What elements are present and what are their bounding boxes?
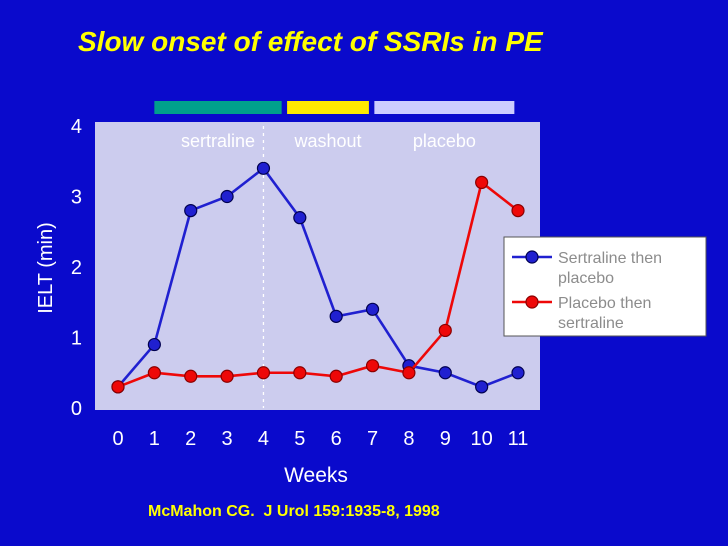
data-point xyxy=(256,366,271,380)
phase-bar-placebo xyxy=(374,101,515,114)
data-point xyxy=(220,189,234,204)
y-tick-label: 3 xyxy=(71,187,82,209)
x-tick-label: 4 xyxy=(258,428,269,450)
data-point xyxy=(293,211,307,225)
data-point xyxy=(365,359,380,373)
x-tick-label: 5 xyxy=(294,428,305,450)
data-point xyxy=(402,366,416,380)
data-point xyxy=(184,369,198,383)
x-tick-label: 8 xyxy=(403,428,414,450)
page-title: Slow onset of effect of SSRIs in PE xyxy=(78,26,543,57)
data-point xyxy=(111,380,125,394)
phase-label-placebo: placebo xyxy=(413,131,476,151)
legend-label: placebo xyxy=(558,270,614,287)
y-tick-label: 1 xyxy=(71,328,82,350)
phase-bar-sertraline xyxy=(154,101,282,114)
data-point xyxy=(329,369,343,383)
data-point xyxy=(147,337,161,352)
legend-label: Placebo then xyxy=(558,295,651,312)
legend-box xyxy=(503,236,707,337)
data-point xyxy=(184,204,198,218)
x-tick-label: 9 xyxy=(440,428,451,450)
data-point xyxy=(438,323,452,338)
data-point xyxy=(147,366,161,380)
citation: McMahon CG. J Urol 159:1935-8, 1998 xyxy=(148,503,440,520)
data-point xyxy=(329,309,343,323)
x-axis-label: Weeks xyxy=(284,464,348,487)
legend-label: sertraline xyxy=(558,315,624,332)
phase-bar-washout xyxy=(287,101,369,114)
x-tick-label: 2 xyxy=(185,428,196,450)
phase-label-sertraline: sertraline xyxy=(181,131,255,151)
data-point xyxy=(256,161,271,175)
x-tick-label: 10 xyxy=(471,428,493,450)
x-tick-label: 3 xyxy=(222,428,233,450)
data-point xyxy=(475,175,489,189)
legend-marker xyxy=(525,295,539,309)
x-tick-label: 7 xyxy=(367,428,378,450)
y-tick-label: 2 xyxy=(71,257,82,279)
y-tick-label: 0 xyxy=(71,398,82,420)
x-tick-label: 11 xyxy=(508,428,529,450)
data-point xyxy=(220,369,234,383)
data-point xyxy=(511,204,525,218)
y-tick-label: 4 xyxy=(71,116,82,138)
x-tick-label: 1 xyxy=(149,428,160,450)
data-point xyxy=(365,302,380,316)
data-point xyxy=(293,366,307,380)
data-point xyxy=(475,380,489,394)
data-point xyxy=(438,366,452,380)
legend-marker xyxy=(525,250,539,264)
legend-label: Sertraline then xyxy=(558,250,662,267)
y-axis-label: IELT (min) xyxy=(35,222,57,314)
phase-label-washout: washout xyxy=(293,131,361,151)
x-tick-label: 6 xyxy=(331,428,342,450)
x-tick-label: 0 xyxy=(112,428,123,450)
data-point xyxy=(511,366,525,380)
